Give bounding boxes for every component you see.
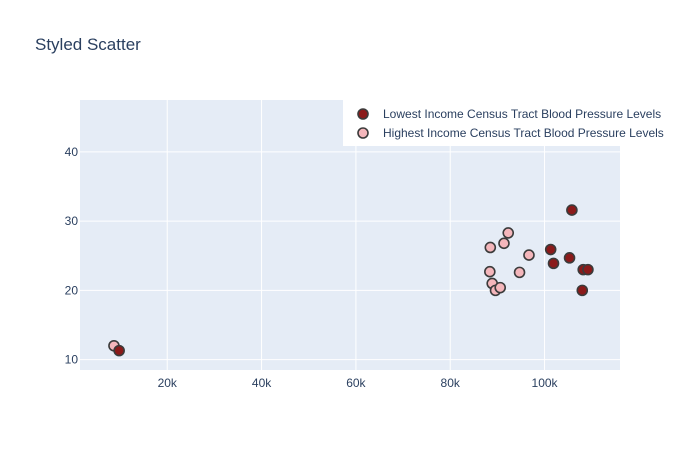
lowest-income-point [582, 263, 594, 276]
highest-income-point [484, 265, 496, 278]
x-tick-label: 20k [158, 376, 178, 390]
highest-income-point [484, 241, 497, 254]
y-tick-label: 40 [65, 145, 79, 159]
highest-income-point [523, 249, 535, 261]
lowest-income-point [113, 344, 125, 357]
lowest-income-point [566, 204, 578, 216]
y-tick-label: 10 [65, 353, 79, 367]
points-layer [108, 204, 594, 357]
tick-layer: 20k 40k 60k 80k 100k 10 20 30 40 [65, 145, 559, 390]
legend-lowest-marker [357, 108, 369, 120]
legend-lowest-label: Lowest Income Census Tract Blood Pressur… [383, 107, 661, 121]
lowest-income-point [547, 257, 560, 270]
legend: Lowest Income Census Tract Blood Pressur… [357, 107, 664, 140]
lowest-income-point [544, 243, 557, 256]
legend-box [343, 98, 700, 146]
y-tick-label: 20 [65, 283, 79, 297]
highest-income-point [502, 227, 515, 239]
highest-income-point [498, 237, 510, 250]
x-tick-label: 60k [346, 376, 366, 390]
legend-highest-label: Highest Income Census Tract Blood Pressu… [383, 126, 664, 140]
x-tick-label: 80k [441, 376, 461, 390]
lowest-income-point [563, 252, 576, 264]
legend-highest-marker [357, 127, 369, 139]
y-tick-label: 30 [65, 214, 79, 228]
highest-income-point [494, 281, 507, 294]
chart-title: Styled Scatter [35, 35, 141, 54]
x-tick-label: 40k [252, 376, 272, 390]
x-tick-label: 100k [532, 376, 559, 390]
highest-income-point [513, 266, 526, 279]
lowest-income-point [576, 284, 589, 297]
